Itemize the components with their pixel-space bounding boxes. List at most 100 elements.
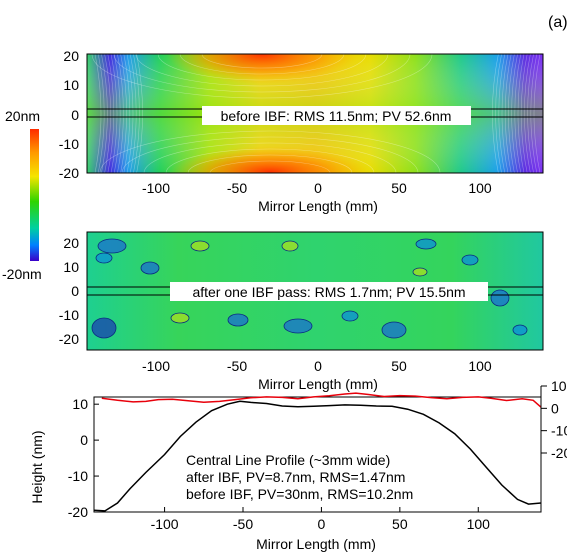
map1-ytick-label: 10 — [63, 77, 79, 93]
map1-ytick-label: -20 — [59, 165, 79, 181]
profile-series-layer — [93, 392, 542, 512]
map2-blob — [415, 238, 437, 250]
map2-blob — [281, 240, 299, 252]
map1-contour-line — [508, 54, 515, 173]
map2-xlabel: Mirror Length (mm) — [258, 376, 378, 392]
map1-contour-line — [121, 136, 419, 173]
map2-blob — [341, 310, 359, 322]
map2-blob — [227, 313, 249, 327]
map2-x-axis: -100 -50 0 50 100 — [142, 358, 492, 374]
map1-xtick-label: 0 — [314, 180, 322, 196]
map2-ytick-label: 20 — [63, 235, 79, 251]
map2-blob — [461, 254, 479, 266]
profile-right-ticks: 10 0 -10 -20 — [540, 378, 567, 461]
map1-contour-line — [179, 54, 345, 75]
map1-contour-line — [123, 54, 131, 173]
map1-contour-line — [524, 54, 531, 173]
map1-contour-line — [117, 54, 124, 173]
profile-bottom-tick-label: 100 — [467, 516, 491, 532]
map1-contour-line — [201, 54, 323, 69]
profile-bottom-tick-label: 0 — [318, 516, 326, 532]
profile-legend: Central Line Profile (~3mm wide) after I… — [186, 452, 413, 502]
map2-xtick-label: 0 — [314, 358, 322, 374]
map1-contour-line — [527, 54, 534, 173]
map2-blob — [170, 312, 190, 324]
series-line-before — [93, 400, 542, 512]
map1-contour-line — [517, 54, 525, 173]
colorbar-max-label: 20nm — [5, 108, 40, 124]
map2-blob — [140, 261, 160, 275]
map1-contours — [91, 54, 541, 173]
map1-contour-line — [498, 54, 506, 173]
profile-right-tick-label: 0 — [551, 400, 559, 416]
map1-contour-line — [110, 54, 118, 173]
map2-ytick-label: -10 — [59, 307, 79, 323]
map2-xtick-label: -50 — [227, 358, 247, 374]
map1-y-axis: 20 10 0 -10 -20 — [59, 48, 79, 181]
map2-blob — [283, 318, 313, 334]
map1-contour-line — [143, 142, 397, 173]
map1-contour-line — [504, 54, 512, 173]
map1-contour-line — [165, 148, 375, 173]
map1-contour-line — [97, 54, 105, 173]
map1-xtick-label: -50 — [227, 180, 247, 196]
map2-annotation-box — [170, 282, 488, 301]
profile-bottom-tick-label: -50 — [233, 516, 253, 532]
map2-blob — [381, 321, 407, 339]
map1-contour-line — [492, 54, 499, 173]
map2-blob — [91, 317, 117, 339]
map1-contour-line — [530, 54, 538, 173]
map1-contour-line — [533, 54, 541, 173]
map1-contour-line — [187, 154, 353, 173]
map1-contour-line — [113, 54, 121, 173]
map1-ytick-label: 0 — [71, 107, 79, 123]
map1-contour-line — [520, 54, 528, 173]
map2-ytick-label: 0 — [71, 283, 79, 299]
map1-xtick-label: 50 — [391, 180, 407, 196]
map1-hotspot-top — [167, 54, 357, 84]
map2-y-axis: 20 10 0 -10 -20 — [59, 235, 79, 347]
map1-contour-line — [101, 54, 108, 173]
map1-contour-line — [501, 54, 509, 173]
map1-contour-line — [91, 54, 433, 99]
colorbar-min-label: -20nm — [2, 266, 42, 282]
map2-xtick-label: 100 — [468, 358, 492, 374]
profile-right-tick-label: -10 — [551, 423, 567, 439]
profile-bottom-tick-label: -100 — [151, 516, 179, 532]
map2-ytick-label: 10 — [63, 259, 79, 275]
map1-xlabel: Mirror Length (mm) — [258, 198, 378, 214]
map1-ytick-label: 20 — [63, 48, 79, 64]
map2-blob — [95, 252, 113, 264]
map2-blob — [97, 238, 127, 254]
map1-contour-line — [129, 54, 137, 173]
profile-right-tick-label: -20 — [551, 445, 567, 461]
map1-contour-line — [136, 54, 143, 173]
colorbar: 20nm -20nm — [2, 108, 42, 282]
map1-contour-line — [495, 54, 502, 173]
map1-contour-line — [120, 54, 127, 173]
map1-contour-line — [514, 54, 522, 173]
profile-bottom-ticks: -100 -50 0 50 100 — [151, 507, 491, 532]
map1-contour-line — [209, 160, 331, 173]
surface-map-after: after one IBF pass: RMS 1.7nm; PV 15.5nm… — [59, 231, 544, 392]
series-line-after — [101, 392, 542, 408]
map2-annotation: after one IBF pass: RMS 1.7nm; PV 15.5nm — [192, 284, 465, 300]
map1-contour-line — [135, 54, 389, 87]
map2-ytick-label: -20 — [59, 331, 79, 347]
profile-ylabel: Height (nm) — [29, 430, 45, 503]
map2-xtick-label: -100 — [142, 358, 170, 374]
profile-left-ticks: 10 0 -10 -20 — [68, 396, 99, 520]
map1-annotation: before IBF: RMS 11.5nm; PV 52.6nm — [221, 108, 452, 124]
map1-contour-line — [94, 54, 102, 173]
profile-right-tick-label: 10 — [551, 378, 567, 394]
map2-blob — [190, 240, 210, 252]
profile-bottom-tick-label: 50 — [392, 516, 408, 532]
map1-contour-line — [107, 54, 115, 173]
map1-contour-line — [113, 54, 411, 93]
map1-hotspot-bottom — [170, 146, 370, 173]
map1-contour-line — [99, 130, 441, 173]
map1-contour-line — [511, 54, 518, 173]
profile-left-tick-label: -20 — [68, 504, 88, 520]
